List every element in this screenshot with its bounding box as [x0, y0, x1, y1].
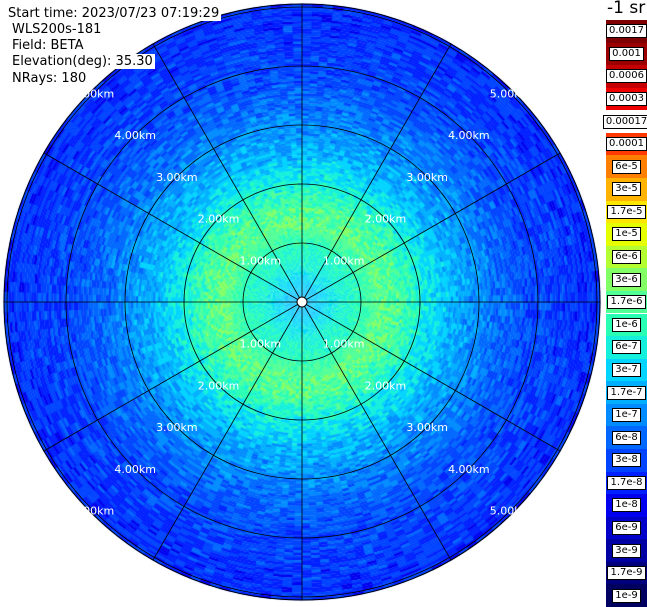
radar-origin-marker [296, 296, 308, 308]
instrument-label: WLS200s-181 [12, 22, 104, 37]
range-label: 4.00km [114, 463, 156, 476]
range-label: 3.00km [406, 171, 448, 184]
colorbar-label: 0.0017 [606, 24, 647, 39]
colorbar-step: 1e-8 [606, 494, 647, 517]
colorbar-label: 1e-7 [612, 408, 641, 423]
colorbar-step: 3e-9 [606, 539, 647, 562]
nrays-label: NRays: 180 [12, 71, 89, 86]
colorbar-label: 1.7e-6 [607, 295, 646, 310]
range-label: 1.00km [239, 254, 281, 267]
colorbar-step: 0.0001 [606, 132, 647, 156]
colorbar-label: 1e-9 [612, 588, 641, 603]
colorbar-label: 1e-5 [612, 227, 641, 242]
colorbar: 0.0017 0.001 0.0006 0.0003 0.00017 0.0001 6e-5… [602, 20, 647, 607]
range-label: 1.00km [239, 338, 281, 351]
colorbar-label: 3e-5 [612, 182, 641, 197]
elevation-label: Elevation(deg): 35.30 [12, 54, 155, 69]
colorbar-step: 6e-5 [606, 155, 647, 179]
colorbar-step: 1.7e-7 [606, 381, 647, 404]
azimuth-spoke [152, 301, 303, 561]
colorbar-label: 6e-5 [612, 159, 641, 174]
range-label: 5.00km [73, 87, 115, 100]
range-label: 3.00km [406, 421, 448, 434]
colorbar-label: 0.00017 [602, 114, 647, 129]
colorbar-label: 0.001 [609, 46, 644, 61]
colorbar-label: 3e-8 [612, 453, 641, 468]
colorbar-label: 6e-6 [612, 250, 641, 265]
colorbar-step: 1e-6 [606, 313, 647, 337]
colorbar-label: 0.0001 [606, 137, 647, 152]
range-label: 2.00km [365, 213, 407, 226]
colorbar-step: 0.0017 [606, 20, 647, 43]
azimuth-spoke [301, 301, 561, 452]
colorbar-step: 3e-5 [606, 178, 647, 201]
colorbar-label: 1.7e-8 [607, 475, 646, 490]
azimuth-spoke [43, 152, 303, 303]
range-label: 1.00km [323, 338, 365, 351]
colorbar-step: 1e-9 [606, 584, 647, 607]
range-label: 2.00km [198, 379, 240, 392]
colorbar-step: 1.7e-5 [606, 200, 647, 224]
azimuth-spoke [152, 43, 303, 303]
azimuth-spoke [301, 301, 452, 561]
colorbar-label: 0.0006 [606, 69, 647, 84]
colorbar-label: 1.7e-9 [607, 566, 646, 581]
colorbar-step: 0.001 [606, 42, 647, 66]
colorbar-step: 6e-7 [606, 336, 647, 359]
colorbar-step: 3e-7 [606, 358, 647, 382]
range-label: 4.00km [448, 129, 490, 142]
range-label: 3.00km [156, 171, 198, 184]
colorbar-step: 1e-7 [606, 403, 647, 427]
colorbar-label: 6e-8 [612, 430, 641, 445]
range-label: 5.00km [490, 87, 532, 100]
colorbar-step: 0.00017 [602, 110, 647, 133]
range-label: 2.00km [198, 213, 240, 226]
start-time-label: Start time: 2023/07/23 07:19:29 [8, 6, 222, 21]
colorbar-label: 0.0003 [606, 92, 647, 106]
range-label: 1.00km [323, 254, 365, 267]
colorbar-step: 3e-8 [606, 448, 647, 472]
colorbar-label: 6e-9 [612, 520, 641, 535]
field-label: Field: BETA [12, 38, 86, 53]
colorbar-step: 6e-6 [606, 245, 647, 269]
colorbar-unit: -1 sr [607, 0, 646, 18]
colorbar-step: 1e-5 [606, 223, 647, 246]
azimuth-spoke [43, 301, 303, 452]
colorbar-label: 1.7e-7 [607, 385, 646, 400]
range-ring-grid: 1.00km 1.00km 1.00km 1.00km 2.00km 2.00km 2.00… [3, 3, 601, 601]
range-label: 5.00km [73, 505, 115, 518]
colorbar-label: 1e-8 [612, 498, 641, 513]
colorbar-step: 6e-8 [606, 426, 647, 449]
colorbar-step: 1.7e-6 [606, 290, 647, 314]
colorbar-label: 6e-7 [612, 340, 641, 355]
colorbar-step: 3e-6 [606, 268, 647, 291]
colorbar-label: 3e-6 [612, 272, 641, 287]
range-label: 4.00km [114, 129, 156, 142]
range-label: 4.00km [448, 463, 490, 476]
colorbar-label: 3e-7 [612, 362, 641, 377]
colorbar-label: 3e-9 [612, 543, 641, 558]
colorbar-step: 6e-9 [606, 516, 647, 540]
azimuth-spoke [301, 43, 452, 303]
colorbar-label: 1e-6 [612, 317, 641, 332]
colorbar-step: 0.0003 [606, 87, 647, 111]
range-label: 2.00km [365, 379, 407, 392]
range-label: 5.00km [490, 505, 532, 518]
colorbar-step: 1.7e-8 [606, 471, 647, 495]
colorbar-step: 0.0006 [606, 65, 647, 88]
azimuth-spoke [301, 152, 561, 303]
colorbar-label: 1.7e-5 [607, 204, 646, 219]
colorbar-step: 1.7e-9 [606, 561, 647, 585]
range-label: 3.00km [156, 421, 198, 434]
